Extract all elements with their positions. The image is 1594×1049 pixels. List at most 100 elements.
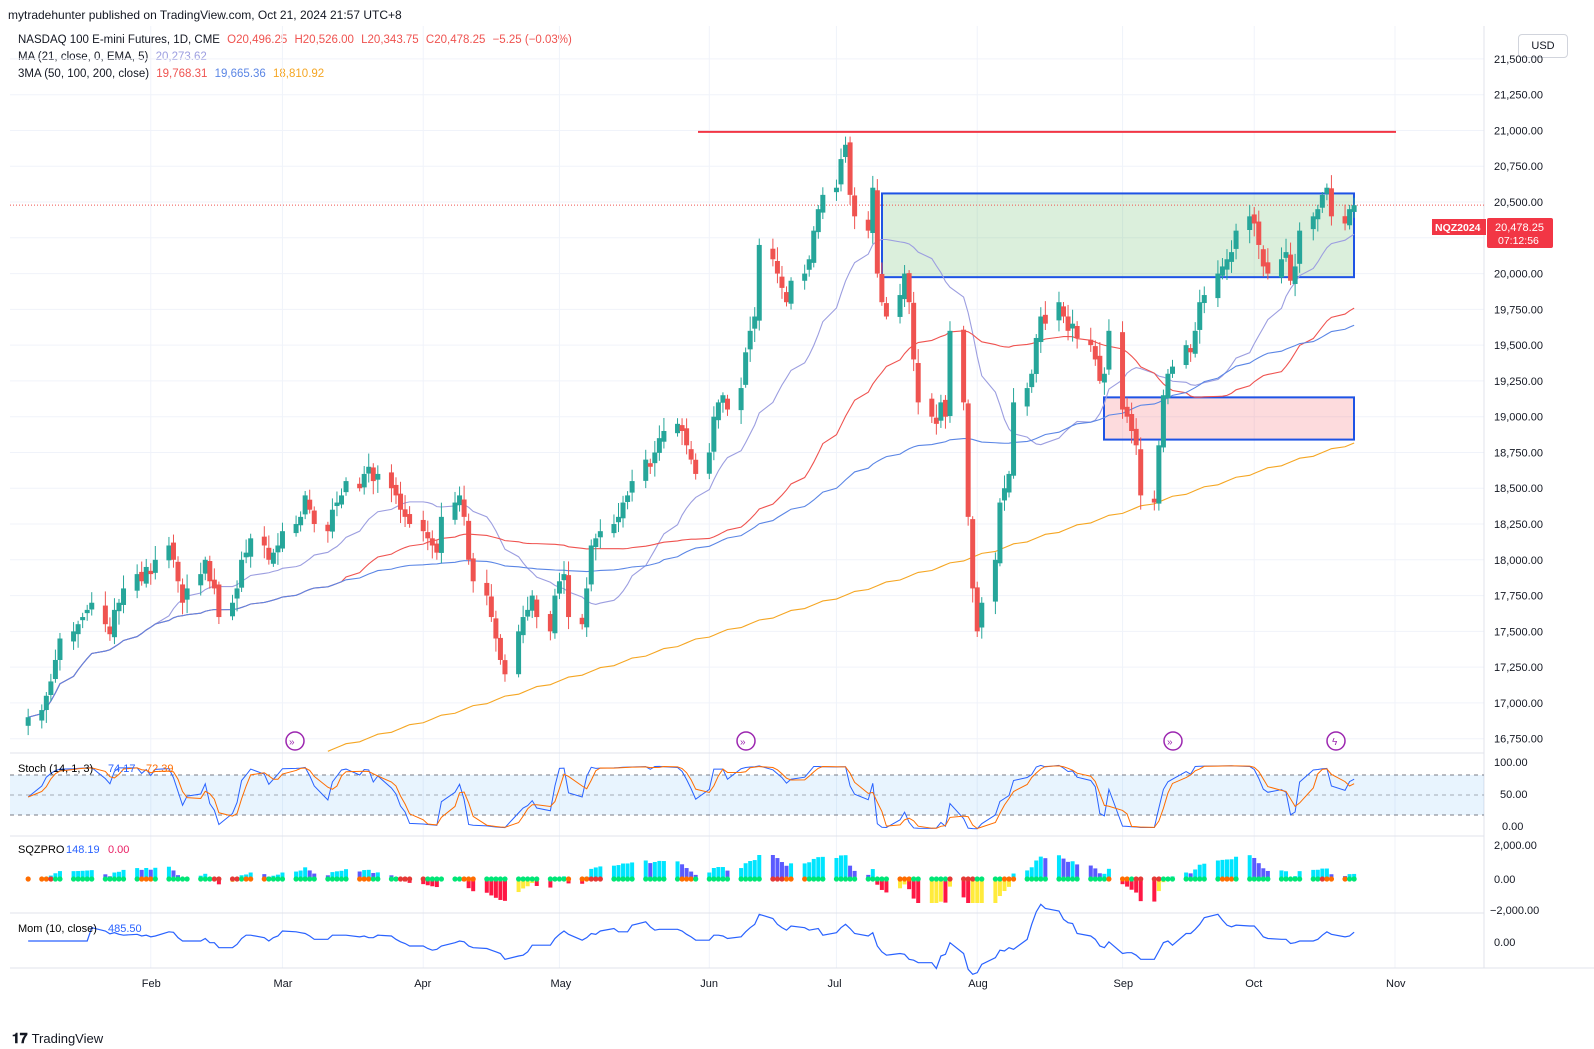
time-tick-label: Mar [273,978,292,990]
sqzpro-dot [979,876,985,882]
sqzpro-bar [720,867,725,879]
sqzpro-histogram [25,855,1357,903]
mom-label: Mom (10, close) [18,923,97,935]
candle-body [1029,373,1035,388]
symbol-label[interactable]: NASDAQ 100 E-mini Futures, 1D, CME [18,34,220,46]
sqzpro-dot [175,876,181,882]
sqzpro-tick: 0.00 [1494,874,1515,886]
sqzpro-dot [434,876,440,882]
sqzpro-bar [1252,857,1257,879]
price-axis: 16,750.00 17,000.00 17,250.00 17,500.00 17,7… [1494,54,1543,746]
candle-body [1215,273,1221,299]
sqzpro-dot [311,876,317,882]
candle-body [1061,306,1067,317]
sqzpro-dot [1151,876,1157,882]
sqzpro-dot [911,876,917,882]
sqzpro-bar [979,879,984,903]
sqzpro-dot [1056,876,1062,882]
sqzpro-bar [1247,855,1252,879]
sqzpro-dot [874,876,880,882]
sqzpro-bar [1106,868,1111,879]
sqzpro-dot [738,876,744,882]
sqzpro-dot [238,876,245,882]
sqzpro-dot [883,876,890,882]
sqzpro-dot [1224,876,1230,882]
sqzpro-bar [471,879,476,892]
sqzpro-dot [202,876,208,882]
candle-body [997,502,1003,564]
candle-body [279,531,285,549]
sqzpro-bar [1034,860,1039,879]
currency-button[interactable]: USD [1518,34,1568,58]
sqzpro-dot [756,876,762,882]
sqzpro-dot [325,876,331,882]
sqzpro-bar [139,869,144,879]
candle-body [815,209,821,233]
event-marker-icon: » [289,737,295,748]
ma3-label[interactable]: 3MA (50, 100, 200, close) [18,68,150,80]
low-value: L20,343.75 [361,34,419,46]
candle-body [39,710,45,721]
candle-body [520,617,526,636]
sqzpro-dot [170,876,177,882]
candle-body [1292,266,1298,285]
sqzpro-dot [815,876,821,882]
sqzpro-dot [529,876,535,882]
candle-body [552,595,558,634]
sqzpro-bar [425,879,430,886]
candle-body [270,552,276,564]
sqzpro-dot [338,876,345,882]
sqzpro-dot [466,876,472,882]
candle-body [207,561,213,582]
candle-body [965,403,971,517]
sqzpro-tick: 2,000.00 [1494,840,1537,852]
sqzpro-bar [1070,861,1075,879]
candle-body [897,295,903,317]
sqzpro-dot [497,876,504,882]
sqzpro-bar [843,855,848,879]
tradingview-footer[interactable]: 𝟏𝟕 TradingView [12,1030,103,1047]
sqzpro-dot [743,876,749,882]
candle-body [784,292,790,303]
sqzpro-bar [725,870,730,879]
sqzpro-bar [57,871,62,879]
price-badge [1487,218,1553,248]
candle-body [1297,230,1303,264]
candle-body [1260,249,1266,267]
sqzpro-dot [1006,876,1012,882]
sqzpro-bar [1134,879,1139,893]
sqzpro-bar [1056,855,1061,879]
sqzpro-bar [839,855,843,879]
sqzpro-bar [807,862,812,879]
sqzpro-bar [344,869,349,879]
candle-body [266,547,272,560]
main-legend: NASDAQ 100 E-mini Futures, 1D, CME O20,4… [18,34,576,46]
sqzpro-dot [1069,876,1076,882]
candle-body [1183,345,1189,365]
sqzpro-bar [961,879,966,898]
event-marker-icon [1163,731,1183,751]
sqzpro-bar [621,863,626,879]
price-tick-label: 18,500.00 [1494,483,1543,495]
candle-body [802,273,808,281]
sqzpro-bar [589,868,594,879]
candle-body [1065,316,1071,331]
sqzpro-bar [779,862,784,879]
candle-body [547,614,553,632]
sqzpro-bar [966,879,971,903]
event-marker-icon [285,731,305,751]
candle-body [361,473,367,488]
candle-body [457,495,463,506]
candle-body [947,330,953,417]
sqzpro-dot [879,876,885,882]
sqzpro-dot [747,876,753,882]
ma-label[interactable]: MA (21, close, 0, EMA, 5) [18,51,149,63]
sqzpro-dot [198,876,204,882]
candle-body [779,276,785,288]
stoch-lines [27,764,1355,830]
sqzpro-dot [588,876,594,882]
sqzpro-bar [1261,868,1266,879]
candle-body [175,561,181,582]
sqzpro-dot [456,876,463,882]
